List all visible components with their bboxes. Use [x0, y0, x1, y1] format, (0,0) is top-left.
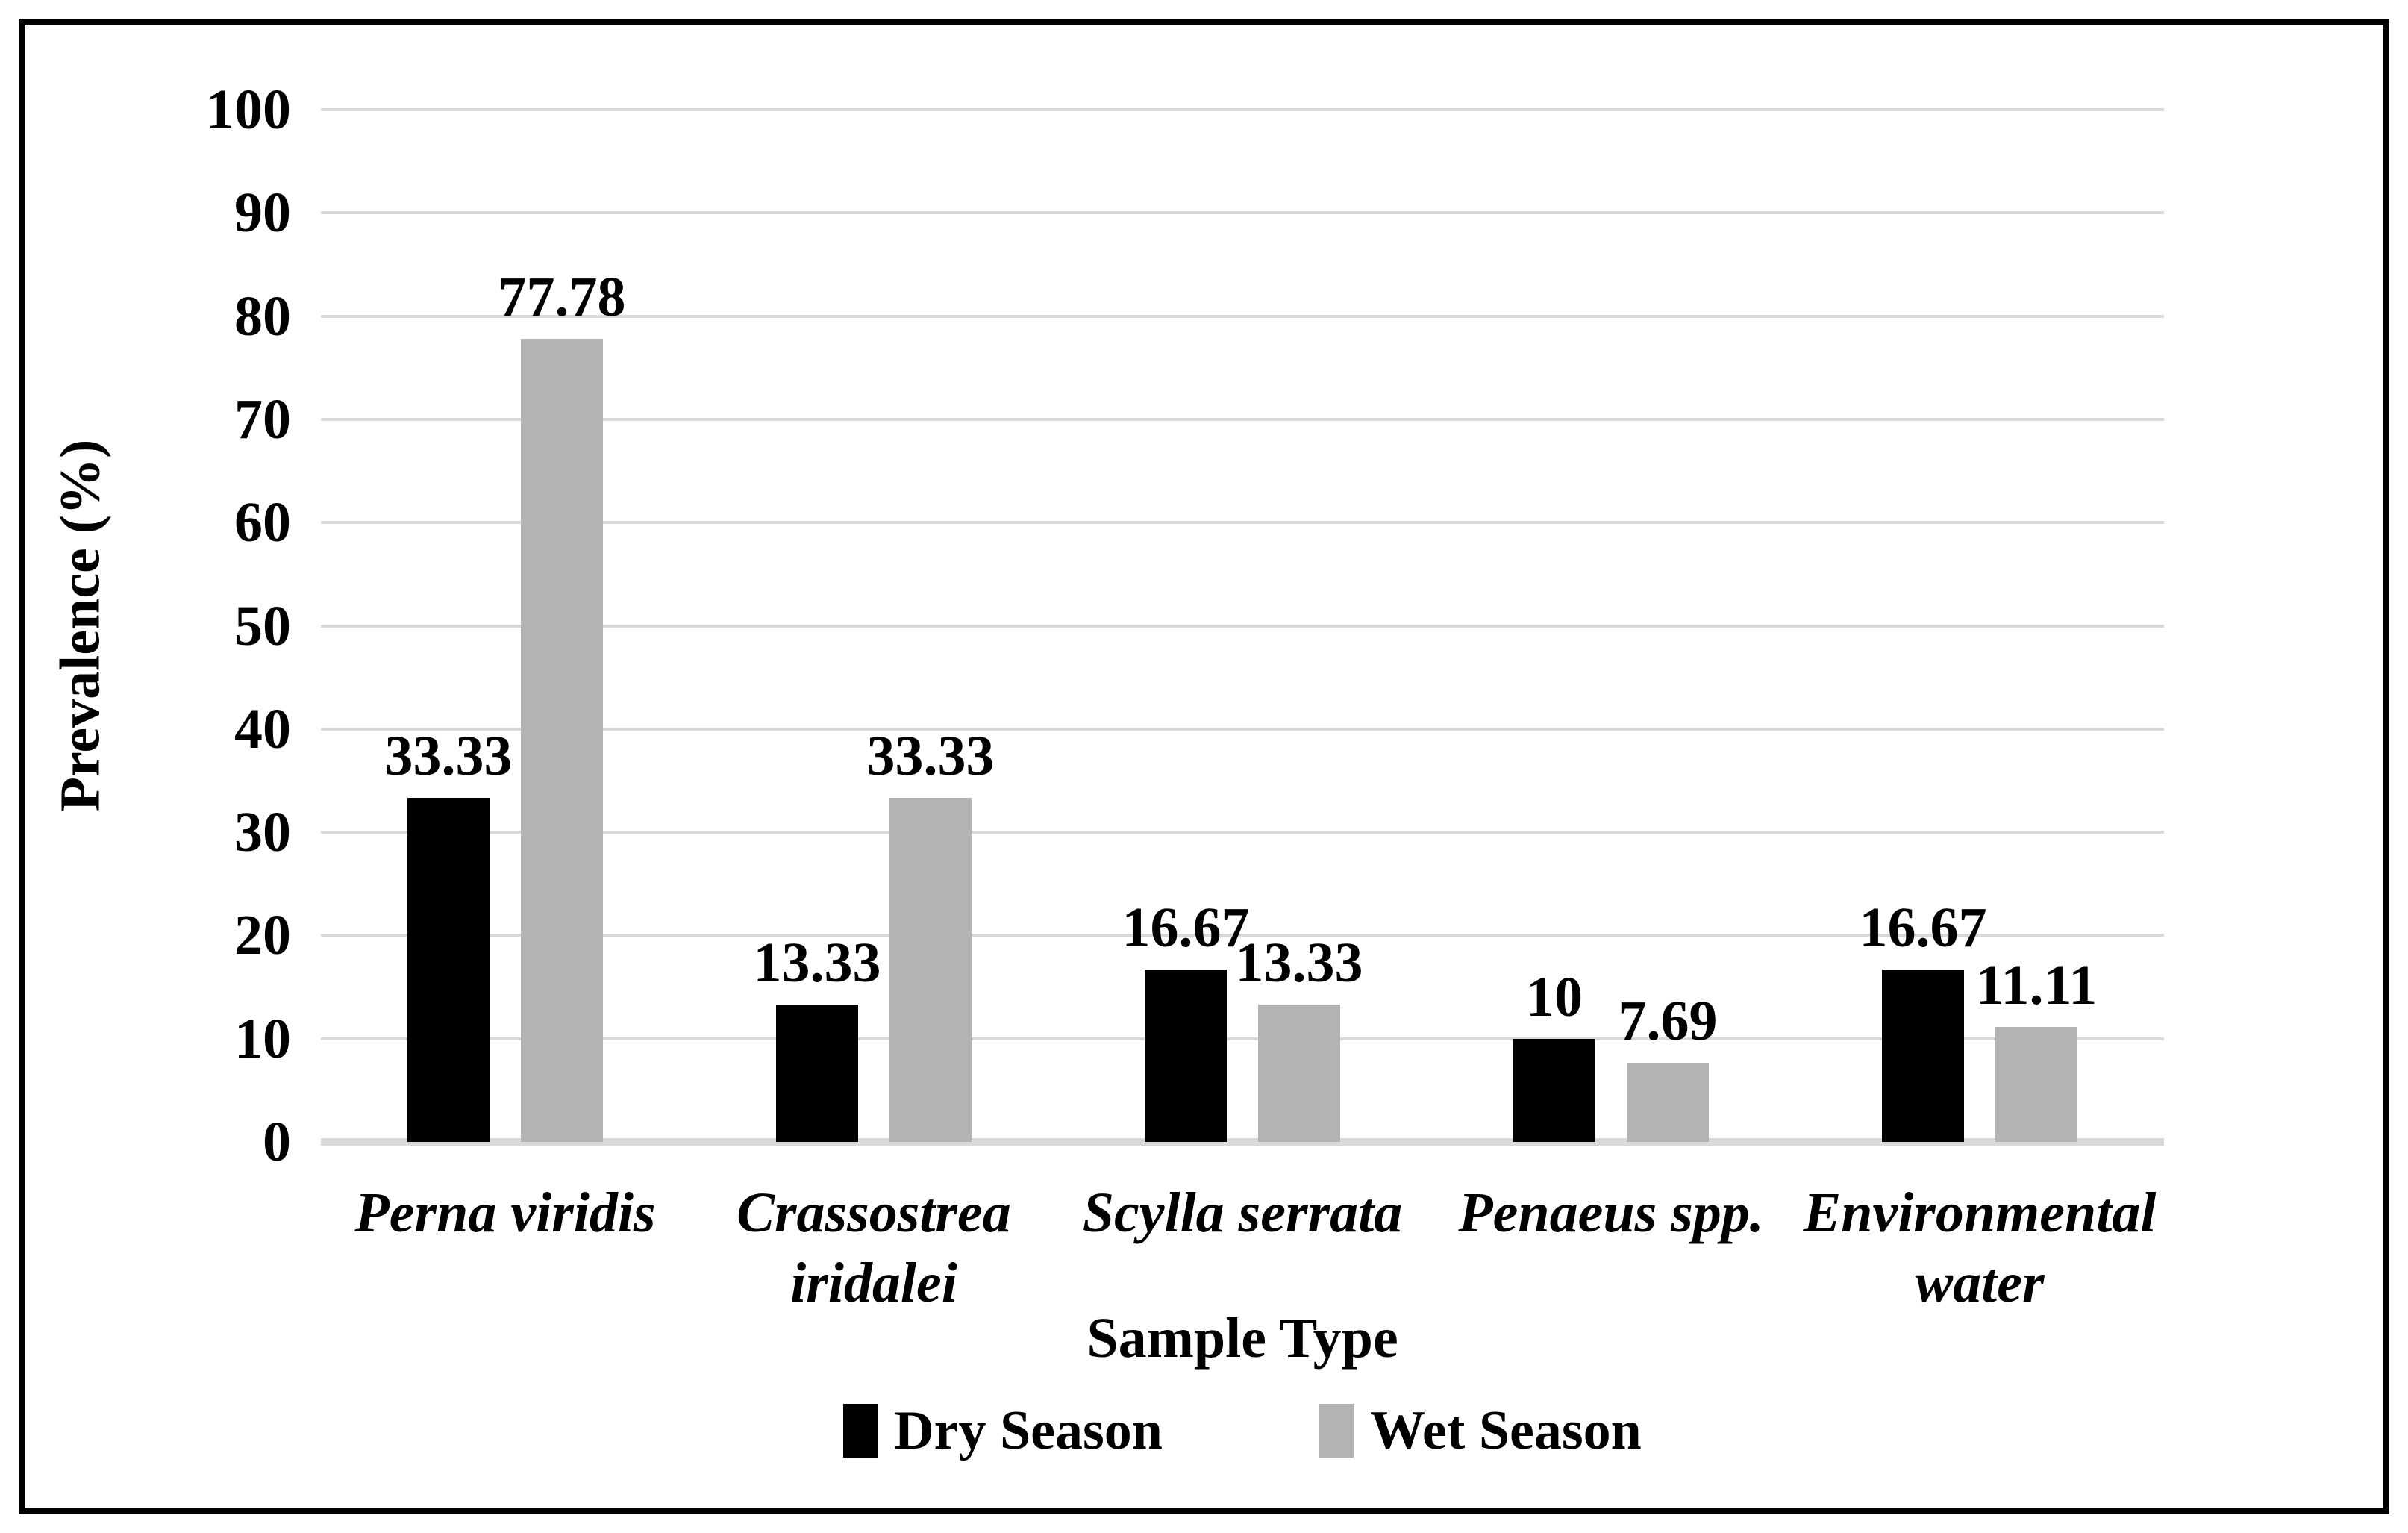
legend-item-dry-season: Dry Season — [843, 1397, 1163, 1464]
bar-dry-season — [1145, 970, 1227, 1142]
x-category-label-line: iridalei — [790, 1252, 957, 1314]
x-axis-title: Sample Type — [1086, 1307, 1398, 1370]
bar-value-label: 11.11 — [1975, 954, 2098, 1017]
y-tick-label: 90 — [234, 181, 291, 245]
gridline — [321, 108, 2164, 111]
x-category-label-line: Environmental — [1803, 1181, 2157, 1244]
bar-dry-season — [776, 1004, 858, 1142]
y-tick-label: 50 — [234, 594, 291, 658]
x-axis-line — [321, 1138, 2164, 1146]
gridline — [321, 521, 2164, 525]
x-category-label-line: Perna viridis — [354, 1181, 656, 1244]
bar-dry-season — [1882, 970, 1964, 1142]
bar-wet-season — [889, 798, 972, 1142]
bar-wet-season — [1995, 1027, 2077, 1142]
gridline — [321, 1037, 2164, 1040]
bar-value-label: 10 — [1526, 965, 1583, 1028]
y-tick-label: 30 — [234, 801, 291, 864]
gridline — [321, 831, 2164, 834]
y-tick-label: 100 — [206, 78, 291, 141]
x-category-label-line: Penaeus spp. — [1458, 1181, 1764, 1244]
y-tick-label: 10 — [234, 1007, 291, 1070]
x-category-label-line: water — [1915, 1252, 2045, 1314]
bar-dry-season — [407, 798, 490, 1142]
y-tick-label: 60 — [234, 491, 291, 555]
bar-value-label: 7.69 — [1618, 989, 1718, 1052]
legend-swatch — [1319, 1404, 1354, 1458]
bar-dry-season — [1513, 1038, 1595, 1142]
y-tick-label: 20 — [234, 904, 291, 967]
legend-label: Wet Season — [1369, 1400, 1642, 1461]
gridline — [321, 727, 2164, 731]
y-tick-label: 0 — [263, 1111, 291, 1173]
x-category-label: Perna viridis — [321, 1178, 689, 1248]
bar-value-label: 13.33 — [753, 931, 881, 994]
bar-value-label: 77.78 — [498, 266, 626, 329]
bar-wet-season — [521, 339, 603, 1142]
legend-label: Dry Season — [894, 1400, 1163, 1461]
bar-value-label: 33.33 — [384, 725, 513, 788]
y-tick-label: 40 — [234, 697, 291, 761]
x-category-label: Penaeus spp. — [1427, 1178, 1795, 1248]
gridline — [321, 934, 2164, 937]
x-category-label: Scylla serrata — [1058, 1178, 1427, 1248]
bar-value-label: 33.33 — [866, 725, 995, 788]
chart-outer-border — [19, 19, 2389, 1514]
y-axis-title: Prevalence (%) — [49, 439, 112, 812]
x-category-label-line: Scylla serrata — [1082, 1181, 1403, 1244]
bar-wet-season — [1627, 1062, 1709, 1142]
gridline — [321, 624, 2164, 628]
legend: Dry Season Wet Season — [321, 1397, 2164, 1464]
bar-value-label: 16.67 — [1122, 896, 1250, 960]
gridline — [321, 211, 2164, 215]
y-tick-label: 70 — [234, 387, 291, 451]
x-category-label: Environmental water — [1795, 1178, 2164, 1318]
bar-value-label: 16.67 — [1859, 896, 1987, 960]
x-category-label-line: Crassostrea — [737, 1181, 1011, 1244]
bar-value-label: 13.33 — [1235, 931, 1363, 994]
gridline — [321, 314, 2164, 318]
legend-item-wet-season: Wet Season — [1319, 1397, 1642, 1464]
gridline — [321, 417, 2164, 421]
x-category-label: Crassostrea iridalei — [689, 1178, 1058, 1318]
y-tick-label: 80 — [234, 284, 291, 348]
legend-swatch — [843, 1404, 878, 1458]
bar-wet-season — [1258, 1004, 1340, 1142]
